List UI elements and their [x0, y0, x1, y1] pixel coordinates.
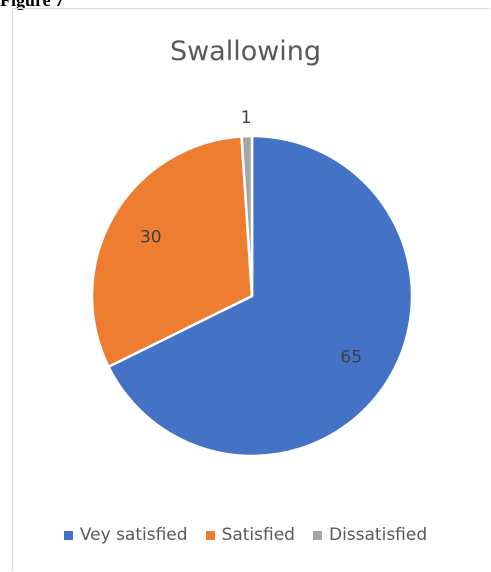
pie-slice-dissatisfied: [240, 134, 254, 298]
legend-swatch-vey-satisfied: [63, 530, 73, 540]
legend-item-dissatisfied: Dissatisfied: [312, 525, 428, 545]
legend-swatch-satisfied: [205, 530, 215, 540]
data-label-satisfied: 30: [140, 228, 162, 248]
figure-label: Figure 7: [0, 0, 65, 10]
pie-slice-satisfied: [90, 135, 254, 369]
data-label-dissatisfied: 1: [241, 108, 252, 128]
data-label-vey-satisfied: 65: [340, 348, 362, 368]
chart-legend: Vey satisfied Satisfied Dissatisfied: [0, 525, 491, 545]
legend-label-satisfied: Satisfied: [221, 525, 295, 545]
legend-item-satisfied: Satisfied: [205, 525, 295, 545]
legend-label-vey-satisfied: Vey satisfied: [79, 525, 188, 545]
legend-swatch-dissatisfied: [312, 530, 322, 540]
pie-slice-vey-satisfied: [107, 134, 414, 458]
legend-item-vey-satisfied: Vey satisfied: [63, 525, 188, 545]
chart-title: Swallowing: [169, 36, 322, 67]
chart-area: [12, 8, 490, 571]
legend-label-dissatisfied: Dissatisfied: [328, 525, 428, 545]
